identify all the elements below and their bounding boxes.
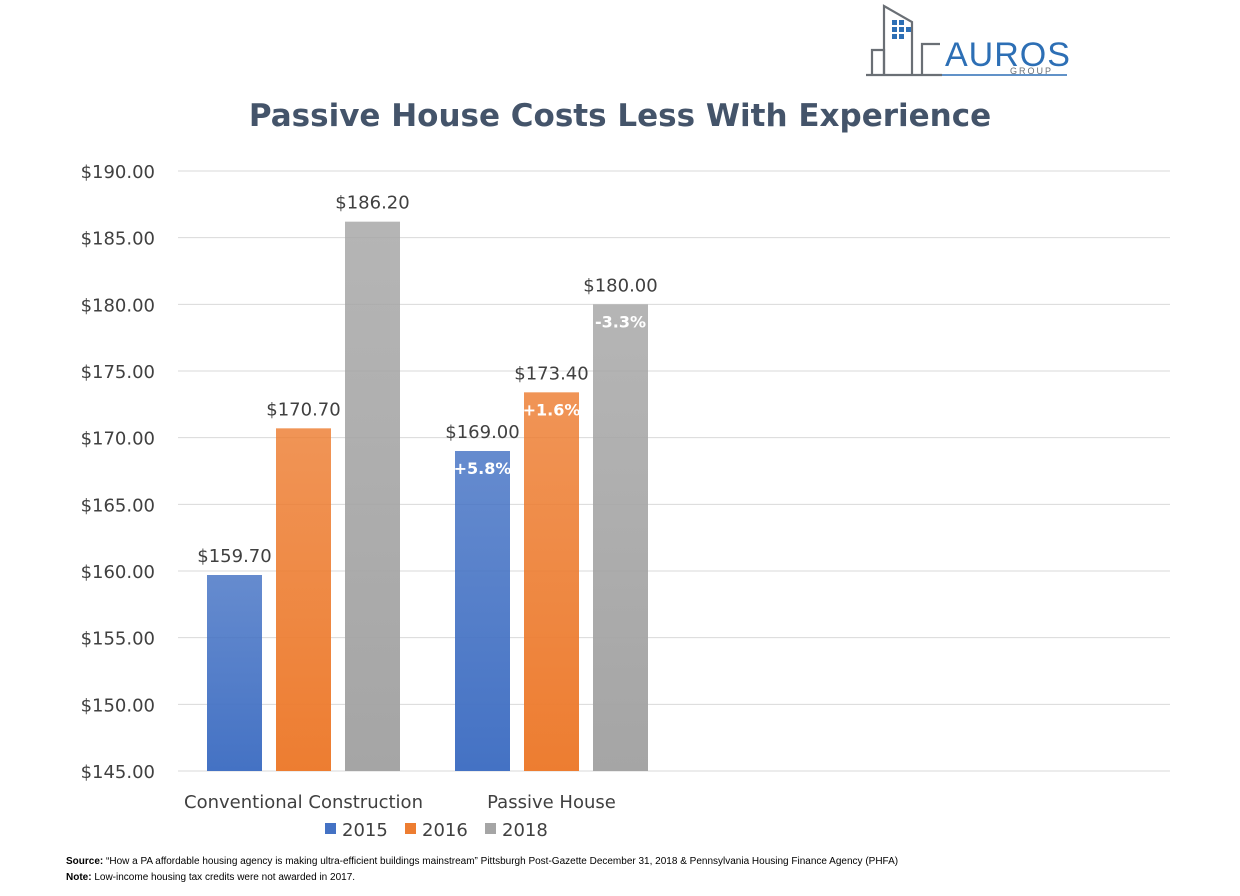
bars (207, 221, 648, 771)
y-tick-label: $180.00 (81, 295, 155, 316)
legend-label: 2016 (422, 820, 468, 841)
y-tick-label: $190.00 (81, 162, 155, 183)
logo-subtitle: GROUP (1010, 66, 1054, 76)
gridlines (178, 170, 1170, 772)
bar-2015 (455, 451, 510, 771)
data-label: $170.70 (266, 399, 340, 420)
source-label: Source: (66, 856, 104, 867)
legend-swatch-2016 (405, 823, 416, 834)
source-note: Source: “How a PA affordable housing age… (66, 856, 898, 867)
y-tick-label: $165.00 (81, 495, 155, 516)
source-text: “How a PA affordable housing agency is m… (103, 856, 899, 867)
bar-2018 (345, 221, 400, 771)
data-label: $186.20 (335, 193, 409, 214)
data-label: $159.70 (197, 546, 271, 567)
data-labels: $159.70 $170.70 $186.20 $169.00 +5.8% $173.40… (197, 193, 657, 567)
legend-label: 2018 (502, 820, 548, 841)
category-labels: Conventional Construction Passive House (184, 792, 616, 813)
category-label: Passive House (487, 792, 616, 813)
bar-2018 (593, 304, 648, 771)
data-label: $169.00 (445, 422, 519, 443)
y-tick-label: $170.00 (81, 429, 155, 450)
y-tick-label: $145.00 (81, 762, 155, 783)
change-label: +1.6% (523, 400, 581, 419)
note-label: Note: (66, 872, 92, 883)
change-label: -3.3% (595, 312, 646, 331)
chart-title: Passive House Costs Less With Experience (248, 98, 992, 134)
change-label: +5.8% (454, 459, 512, 478)
data-label: $180.00 (583, 275, 657, 296)
logo-wordmark: AUROS (945, 36, 1071, 74)
bar-2015 (207, 575, 262, 771)
legend: 2015 2016 2018 (325, 820, 548, 841)
y-axis-ticks: $190.00 $185.00 $180.00 $175.00 $170.00 $165.… (81, 162, 155, 783)
legend-label: 2015 (342, 820, 388, 841)
y-tick-label: $160.00 (81, 562, 155, 583)
bar-2016 (524, 392, 579, 771)
category-label: Conventional Construction (184, 792, 423, 813)
bar-2016 (276, 428, 331, 771)
y-tick-label: $155.00 (81, 629, 155, 650)
y-tick-label: $150.00 (81, 695, 155, 716)
y-tick-label: $185.00 (81, 229, 155, 250)
y-tick-label: $175.00 (81, 362, 155, 383)
footnote: Note: Low-income housing tax credits wer… (66, 872, 355, 883)
legend-swatch-2018 (485, 823, 496, 834)
data-label: $173.40 (514, 363, 588, 384)
legend-swatch-2015 (325, 823, 336, 834)
bar-chart: $190.00 $185.00 $180.00 $175.00 $170.00 $165.… (81, 162, 1170, 841)
auros-logo (866, 4, 1067, 77)
note-text: Low-income housing tax credits were not … (91, 872, 356, 883)
